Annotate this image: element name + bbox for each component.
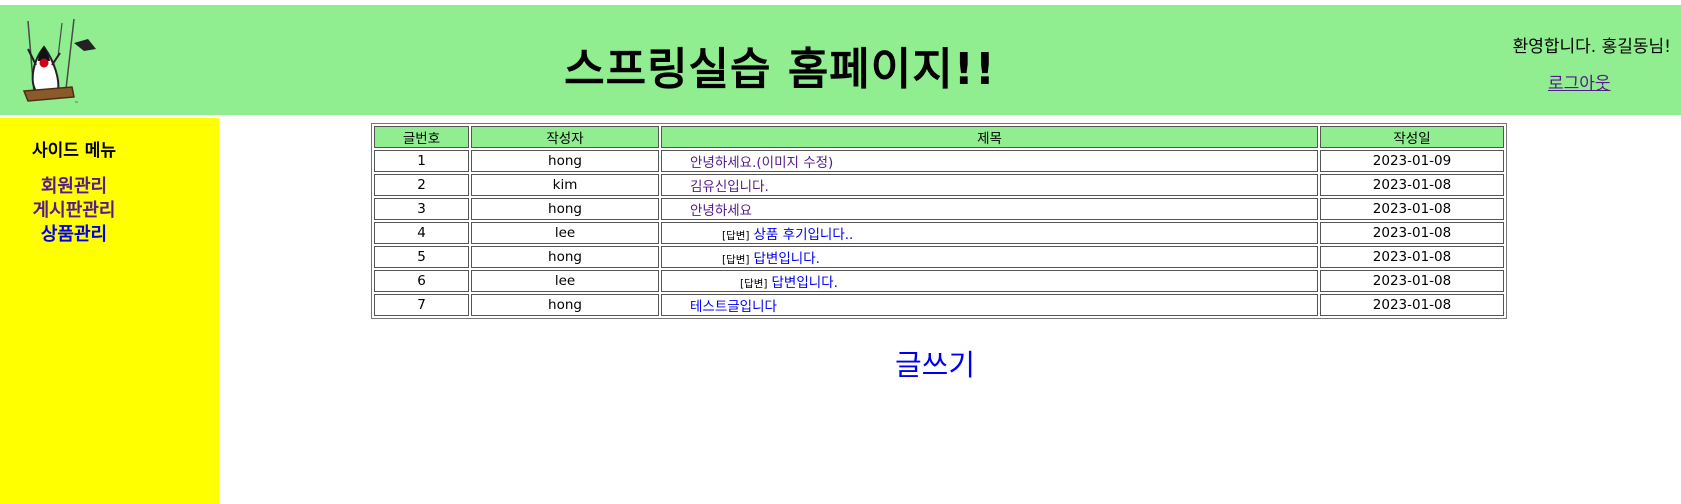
article-date: 2023-01-08 <box>1320 174 1504 196</box>
sidebar: 사이드 메뉴 회원관리 게시판관리 상품관리 <box>0 118 219 504</box>
article-writer: lee <box>471 222 659 244</box>
article-number: 3 <box>374 198 469 220</box>
table-row: 1 hong 안녕하세요.(이미지 수정) 2023-01-09 <box>374 150 1504 172</box>
table-row: 4 lee [답변] 상품 후기입니다.. 2023-01-08 <box>374 222 1504 244</box>
sidebar-item-member-management[interactable]: 회원관리 <box>40 176 108 197</box>
reply-tag: [답변] <box>740 278 768 290</box>
article-title-link[interactable]: 안녕하세요 <box>690 203 753 219</box>
article-writer: hong <box>471 198 659 220</box>
table-row: 2 kim 김유신입니다. 2023-01-08 <box>374 174 1504 196</box>
header: ™ 스프링실습 홈페이지!! 환영합니다. 홍길동님! 로그아웃 <box>0 5 1681 115</box>
article-title-cell: 안녕하세요 <box>661 198 1318 220</box>
article-title-link[interactable]: 김유신입니다. <box>690 179 769 195</box>
article-table: 글번호 작성자 제목 작성일 1 hong 안녕하세요.(이미지 수정) 2023-0… <box>371 123 1507 319</box>
page-title: 스프링실습 홈페이지!! <box>564 44 996 95</box>
article-title-cell: [답변] 답변입니다. <box>661 246 1318 268</box>
reply-tag: [답변] <box>722 254 750 266</box>
article-title-cell: 안녕하세요.(이미지 수정) <box>661 150 1318 172</box>
welcome-message: 환영합니다. 홍길동님! <box>1512 37 1671 57</box>
write-article-link[interactable]: 글쓰기 <box>894 348 976 382</box>
article-number: 2 <box>374 174 469 196</box>
article-number: 5 <box>374 246 469 268</box>
article-date: 2023-01-08 <box>1320 222 1504 244</box>
article-number: 4 <box>374 222 469 244</box>
svg-text:™: ™ <box>74 101 79 105</box>
reply-tag: [답변] <box>722 230 750 242</box>
article-date: 2023-01-08 <box>1320 246 1504 268</box>
table-row: 6 lee [답변] 답변입니다. 2023-01-08 <box>374 270 1504 292</box>
table-row: 7 hong 테스트글입니다 2023-01-08 <box>374 294 1504 316</box>
article-title-cell: 김유신입니다. <box>661 174 1318 196</box>
article-title-cell: [답변] 답변입니다. <box>661 270 1318 292</box>
sidebar-title: 사이드 메뉴 <box>31 141 117 161</box>
article-number: 7 <box>374 294 469 316</box>
article-title-link[interactable]: 답변입니다. <box>753 251 820 267</box>
article-number: 1 <box>374 150 469 172</box>
article-date: 2023-01-08 <box>1320 198 1504 220</box>
article-date: 2023-01-08 <box>1320 294 1504 316</box>
column-header-no: 글번호 <box>374 126 469 148</box>
article-date: 2023-01-08 <box>1320 270 1504 292</box>
table-header-row: 글번호 작성자 제목 작성일 <box>374 126 1504 148</box>
article-writer: hong <box>471 294 659 316</box>
sidebar-item-board-management[interactable]: 게시판관리 <box>32 200 116 221</box>
article-writer: hong <box>471 246 659 268</box>
article-number: 6 <box>374 270 469 292</box>
article-date: 2023-01-09 <box>1320 150 1504 172</box>
column-header-title: 제목 <box>661 126 1318 148</box>
article-writer: hong <box>471 150 659 172</box>
article-table-body: 1 hong 안녕하세요.(이미지 수정) 2023-01-09 2 kim 김유신입니다.… <box>374 150 1504 316</box>
column-header-writer: 작성자 <box>471 126 659 148</box>
table-row: 3 hong 안녕하세요 2023-01-08 <box>374 198 1504 220</box>
article-title-link[interactable]: 상품 후기입니다.. <box>753 227 854 243</box>
java-duke-swing-logo: ™ <box>22 18 96 105</box>
column-header-date: 작성일 <box>1320 126 1504 148</box>
article-title-link[interactable]: 답변입니다. <box>771 275 838 291</box>
article-title-cell: 테스트글입니다 <box>661 294 1318 316</box>
article-title-link[interactable]: 안녕하세요.(이미지 수정) <box>690 155 834 171</box>
table-row: 5 hong [답변] 답변입니다. 2023-01-08 <box>374 246 1504 268</box>
logout-link[interactable]: 로그아웃 <box>1548 74 1611 94</box>
article-writer: kim <box>471 174 659 196</box>
sidebar-item-product-management[interactable]: 상품관리 <box>40 224 108 245</box>
article-title-link[interactable]: 테스트글입니다 <box>690 299 777 315</box>
article-writer: lee <box>471 270 659 292</box>
article-title-cell: [답변] 상품 후기입니다.. <box>661 222 1318 244</box>
